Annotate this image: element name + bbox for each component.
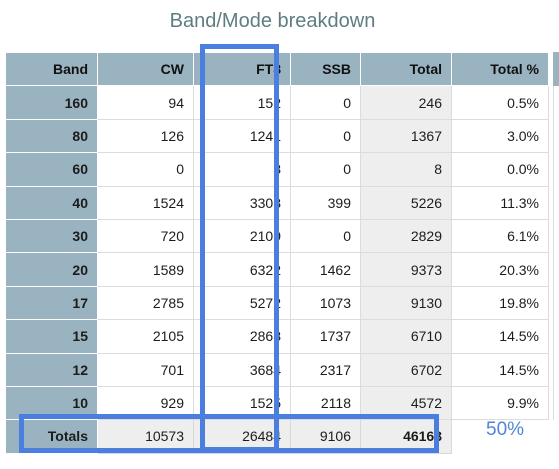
table-row: 17 2785 5272 1073 9130 19.8% <box>5 285 549 321</box>
cw-cell[interactable]: 1589 <box>97 252 194 287</box>
ssb-cell[interactable]: 0 <box>290 118 361 154</box>
cw-cell[interactable]: 929 <box>97 385 194 421</box>
ssb-cell[interactable]: 0 <box>290 152 361 187</box>
total-pct-cell[interactable]: 9.9% <box>451 385 549 421</box>
band-cell[interactable]: 40 <box>5 185 98 220</box>
table-row: 40 1524 3303 399 5226 11.3% <box>5 185 549 220</box>
cw-cell[interactable]: 701 <box>97 352 194 387</box>
cw-cell[interactable]: 2105 <box>97 319 194 354</box>
table-row: 20 1589 6322 1462 9373 20.3% <box>5 252 549 287</box>
band-cell[interactable]: 17 <box>5 285 98 321</box>
total-pct-cell[interactable]: 6.1% <box>451 218 549 254</box>
total-pct-cell[interactable]: 20.3% <box>451 252 549 287</box>
totals-ssb[interactable]: 9106 <box>290 419 361 454</box>
total-cell[interactable]: 1367 <box>360 118 452 154</box>
ssb-cell[interactable]: 0 <box>290 85 361 120</box>
table-row: 10 929 1525 2118 4572 9.9% <box>5 385 549 421</box>
ft8-cell[interactable]: 2868 <box>193 319 291 354</box>
header-band[interactable]: Band <box>5 51 98 87</box>
table-row: 12 701 3684 2317 6702 14.5% <box>5 352 549 387</box>
ssb-cell[interactable]: 1737 <box>290 319 361 354</box>
total-pct-cell[interactable]: 0.5% <box>451 85 549 120</box>
ssb-cell[interactable]: 0 <box>290 218 361 254</box>
annotation-cell: 50% <box>451 418 549 454</box>
total-pct-cell[interactable]: 11.3% <box>451 185 549 220</box>
totals-cw[interactable]: 10573 <box>97 419 194 454</box>
totals-grand-total[interactable]: 46163 <box>360 419 452 454</box>
totals-row: Totals 10573 26484 9106 46163 50% <box>5 418 549 454</box>
band-cell[interactable]: 30 <box>5 218 98 254</box>
total-cell[interactable]: 246 <box>360 85 452 120</box>
ft8-cell[interactable]: 1241 <box>193 118 291 154</box>
header-row: Band CW FT8 SSB Total Total % <box>5 51 549 87</box>
total-pct-cell[interactable]: 3.0% <box>451 118 549 154</box>
ft8-cell[interactable]: 152 <box>193 85 291 120</box>
header-ft8[interactable]: FT8 <box>193 51 291 87</box>
total-cell[interactable]: 6702 <box>360 352 452 387</box>
total-cell[interactable]: 9373 <box>360 252 452 287</box>
total-pct-cell[interactable]: 14.5% <box>451 352 549 387</box>
total-cell[interactable]: 9130 <box>360 285 452 321</box>
band-cell[interactable]: 60 <box>5 152 98 187</box>
next-column-header-edge <box>553 52 559 86</box>
total-cell[interactable]: 6710 <box>360 319 452 354</box>
total-cell[interactable]: 5226 <box>360 185 452 220</box>
table-row: 15 2105 2868 1737 6710 14.5% <box>5 319 549 354</box>
ssb-cell[interactable]: 1073 <box>290 285 361 321</box>
ft8-cell[interactable]: 8 <box>193 152 291 187</box>
cw-cell[interactable]: 720 <box>97 218 194 254</box>
ft8-cell[interactable]: 2109 <box>193 218 291 254</box>
cw-cell[interactable]: 2785 <box>97 285 194 321</box>
band-mode-table: Band CW FT8 SSB Total Total % 160 94 152 0 2… <box>5 51 549 454</box>
band-cell[interactable]: 15 <box>5 319 98 354</box>
cw-cell[interactable]: 94 <box>97 85 194 120</box>
total-pct-cell[interactable]: 19.8% <box>451 285 549 321</box>
table-row: 80 126 1241 0 1367 3.0% <box>5 118 549 154</box>
header-ssb[interactable]: SSB <box>290 51 361 87</box>
cw-cell[interactable]: 1524 <box>97 185 194 220</box>
ft8-cell[interactable]: 3684 <box>193 352 291 387</box>
ssb-cell[interactable]: 2118 <box>290 385 361 421</box>
ssb-cell[interactable]: 2317 <box>290 352 361 387</box>
band-cell[interactable]: 10 <box>5 385 98 421</box>
band-cell[interactable]: 160 <box>5 85 98 120</box>
table-row: 160 94 152 0 246 0.5% <box>5 85 549 120</box>
totals-label: Totals <box>5 419 98 454</box>
cw-cell[interactable]: 126 <box>97 118 194 154</box>
table-row: 30 720 2109 0 2829 6.1% <box>5 218 549 254</box>
total-pct-cell[interactable]: 14.5% <box>451 319 549 354</box>
cw-cell[interactable]: 0 <box>97 152 194 187</box>
table-row: 60 0 8 0 8 0.0% <box>5 152 549 187</box>
total-cell[interactable]: 8 <box>360 152 452 187</box>
band-cell[interactable]: 20 <box>5 252 98 287</box>
ft8-cell[interactable]: 3303 <box>193 185 291 220</box>
total-cell[interactable]: 4572 <box>360 385 452 421</box>
percent-annotation: 50% <box>486 418 525 440</box>
ssb-cell[interactable]: 1462 <box>290 252 361 287</box>
header-cw[interactable]: CW <box>97 51 194 87</box>
band-cell[interactable]: 80 <box>5 118 98 154</box>
total-cell[interactable]: 2829 <box>360 218 452 254</box>
ft8-cell[interactable]: 1525 <box>193 385 291 421</box>
next-column-edge <box>553 86 559 420</box>
ft8-cell[interactable]: 6322 <box>193 252 291 287</box>
chart-title: Band/Mode breakdown <box>169 10 376 32</box>
table-body: 160 94 152 0 246 0.5% 80 126 1241 0 1367 3.0% 60 0 8 0 8… <box>5 85 549 421</box>
ssb-cell[interactable]: 399 <box>290 185 361 220</box>
header-total[interactable]: Total <box>360 51 452 87</box>
totals-ft8[interactable]: 26484 <box>193 419 291 454</box>
band-cell[interactable]: 12 <box>5 352 98 387</box>
ft8-cell[interactable]: 5272 <box>193 285 291 321</box>
total-pct-cell[interactable]: 0.0% <box>451 152 549 187</box>
header-total-pct[interactable]: Total % <box>451 51 549 87</box>
